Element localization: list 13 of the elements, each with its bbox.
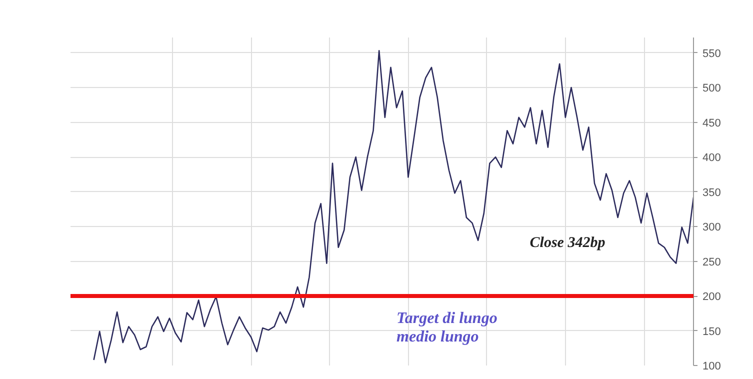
y-tick-label: 200	[702, 291, 721, 304]
y-tick-label: 450	[702, 117, 721, 130]
y-tick-label: 400	[702, 152, 721, 164]
annotation: Close 342bp	[530, 234, 606, 251]
y-tick-label: 250	[702, 256, 721, 268]
annotation: Target di lungo medio lungo	[396, 310, 498, 346]
y-tick-label: 550	[702, 48, 721, 60]
y-tick-label: 500	[702, 82, 721, 95]
y-tick-label: 150	[702, 326, 721, 338]
y-tick-label: 300	[702, 222, 721, 234]
y-tick-label: 100	[702, 360, 721, 372]
line-series	[93, 50, 694, 364]
y-tick-label: 350	[702, 186, 721, 199]
